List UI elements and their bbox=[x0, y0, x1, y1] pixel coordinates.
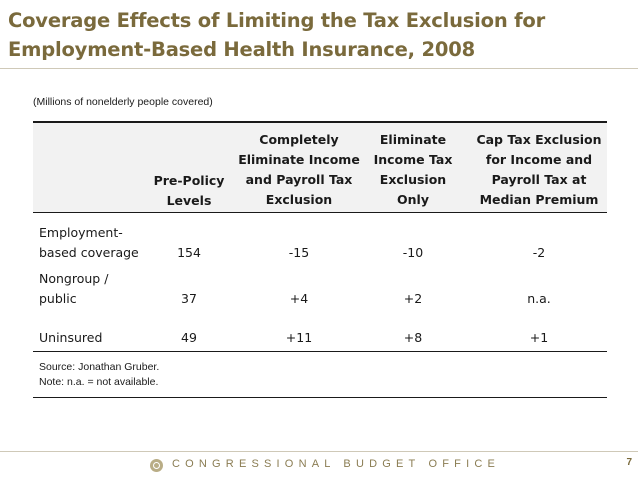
header-pre-policy: Pre-Policy Levels bbox=[150, 171, 228, 211]
title-divider bbox=[0, 68, 638, 69]
cell-uninsured-cap: +1 bbox=[529, 330, 549, 345]
header-line: Levels bbox=[166, 193, 212, 208]
cell-employment-eliminate-income: -10 bbox=[402, 245, 424, 260]
table-notes: Source: Jonathan Gruber. Note: n.a. = no… bbox=[39, 360, 159, 390]
row-label-line: Employment- bbox=[39, 225, 123, 240]
cell-employment-cap: -2 bbox=[532, 245, 546, 260]
row-label-line: Nongroup / bbox=[39, 271, 109, 286]
source-note: Source: Jonathan Gruber. bbox=[39, 361, 160, 373]
table-header-rule bbox=[33, 212, 607, 213]
cell-uninsured-complete: +11 bbox=[285, 330, 313, 345]
cell-nongroup-pre-policy: 37 bbox=[181, 291, 197, 306]
row-label-uninsured: Uninsured bbox=[39, 328, 159, 348]
header-cap-tax-exclusion: Cap Tax Exclusion for Income and Payroll… bbox=[472, 130, 606, 210]
header-line: Income Tax bbox=[373, 152, 453, 167]
cell-uninsured-eliminate-income: +8 bbox=[403, 330, 423, 345]
header-line: Completely bbox=[259, 132, 339, 147]
cell-nongroup-complete: +4 bbox=[289, 291, 309, 306]
header-line: Payroll Tax at bbox=[491, 172, 587, 187]
footer bbox=[0, 451, 638, 479]
row-label-line: based coverage bbox=[39, 245, 139, 260]
row-label-employment-based: Employment- based coverage bbox=[39, 223, 159, 263]
slide-title: Coverage Effects of Limiting the Tax Exc… bbox=[8, 6, 628, 64]
row-label-nongroup-public: Nongroup / public bbox=[39, 269, 159, 309]
header-line: and Payroll Tax bbox=[245, 172, 353, 187]
units-note: (Millions of nonelderly people covered) bbox=[33, 96, 213, 108]
table-bottom-rule bbox=[33, 351, 607, 352]
cell-employment-complete: -15 bbox=[288, 245, 310, 260]
slide-title-line-2: Employment-Based Health Insurance, 2008 bbox=[8, 38, 475, 61]
header-line: Eliminate Income bbox=[238, 152, 360, 167]
cell-uninsured-pre-policy: 49 bbox=[181, 330, 197, 345]
row-label-line: public bbox=[39, 291, 77, 306]
header-line: Pre-Policy bbox=[153, 173, 225, 188]
slide-title-line-1: Coverage Effects of Limiting the Tax Exc… bbox=[8, 9, 546, 32]
header-line: Cap Tax Exclusion bbox=[476, 132, 602, 147]
table-top-rule bbox=[33, 121, 607, 123]
header-line: Only bbox=[397, 192, 429, 207]
cell-nongroup-eliminate-income: +2 bbox=[403, 291, 423, 306]
cbo-seal-icon bbox=[150, 459, 163, 472]
cell-nongroup-cap: n.a. bbox=[527, 291, 551, 306]
cell-employment-pre-policy: 154 bbox=[177, 245, 201, 260]
header-line: Median Premium bbox=[479, 192, 599, 207]
row-label-line: Uninsured bbox=[39, 330, 103, 345]
footer-divider bbox=[0, 451, 638, 452]
header-line: Exclusion bbox=[379, 172, 447, 187]
header-line: Eliminate bbox=[379, 132, 447, 147]
na-note: Note: n.a. = not available. bbox=[39, 376, 159, 388]
header-eliminate-income-tax: Eliminate Income Tax Exclusion Only bbox=[370, 130, 456, 210]
header-line: for Income and bbox=[485, 152, 593, 167]
organization-name: CONGRESSIONAL BUDGET OFFICE bbox=[172, 458, 501, 470]
header-line: Exclusion bbox=[265, 192, 333, 207]
page-number: 7 bbox=[626, 457, 632, 468]
table-header-background bbox=[33, 123, 607, 212]
header-completely-eliminate: Completely Eliminate Income and Payroll … bbox=[234, 130, 364, 210]
notes-rule bbox=[33, 397, 607, 398]
